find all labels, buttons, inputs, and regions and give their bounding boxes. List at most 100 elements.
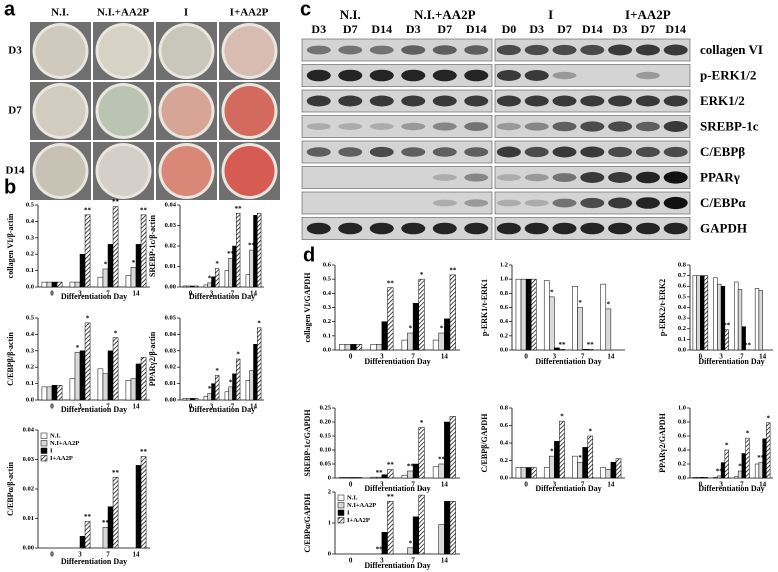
y-tick-label: 2 <box>328 488 331 495</box>
x-tick-label: 14 <box>133 403 141 411</box>
protein-label: collagen VI <box>700 42 763 57</box>
bar <box>525 467 532 479</box>
y-tick-label: 0.6 <box>678 432 687 439</box>
blot-band <box>432 147 457 157</box>
bar <box>754 288 760 351</box>
blot-band <box>464 95 489 107</box>
protein-label: C/EBPα <box>700 195 746 210</box>
x-tick-label: 3 <box>78 403 82 411</box>
x-tick-label: 3 <box>78 551 82 559</box>
bar <box>401 474 408 479</box>
bar <box>559 420 565 479</box>
legend-label: N.I. <box>347 494 358 501</box>
row-label: D3 <box>8 45 22 57</box>
significance: * <box>208 275 212 283</box>
panel-label: d <box>303 244 315 266</box>
blot-band <box>580 172 605 183</box>
protein-label: C/EBPβ <box>700 144 745 159</box>
blot-band <box>608 121 633 132</box>
y-axis-label: C/EBPα/GAPDH <box>303 493 312 553</box>
bar <box>696 275 701 351</box>
blot-band <box>432 45 457 55</box>
y-tick-label: 0.02 <box>165 242 176 249</box>
x-axis-label: Differentiation Day <box>189 405 255 414</box>
x-tick-label: 3 <box>78 290 82 298</box>
blot-band <box>552 95 577 107</box>
bar <box>253 215 258 288</box>
significance: * <box>578 299 582 307</box>
significance: ** <box>112 469 120 477</box>
blot-band <box>432 222 457 235</box>
y-tick-label: 0.1 <box>323 332 331 339</box>
y-tick-label: 0.7 <box>678 272 687 279</box>
lane-label: D3 <box>529 22 544 36</box>
y-axis-label: C/EBPβ/GAPDH <box>480 413 489 473</box>
bar <box>758 462 763 479</box>
bar <box>703 275 709 351</box>
bar <box>257 327 262 401</box>
x-tick-label: 7 <box>411 557 415 565</box>
x-tick-label: 0 <box>524 481 528 489</box>
blot-band <box>635 197 660 209</box>
significance: * <box>229 378 233 386</box>
bar <box>84 214 91 288</box>
x-tick-label: 14 <box>250 403 258 411</box>
lane-label: D7 <box>343 22 358 36</box>
bar <box>515 467 522 479</box>
y-tick-label: 0.3 <box>26 234 35 241</box>
y-tick-label: 0.04 <box>165 331 177 338</box>
y-tick-label: 0.0 <box>500 346 508 353</box>
legend-swatch <box>40 447 48 454</box>
y-tick-label: 0.25 <box>320 404 332 411</box>
y-tick-label: 0.3 <box>26 347 35 354</box>
bar <box>228 386 233 401</box>
blot-band <box>369 45 394 55</box>
bar <box>737 470 743 479</box>
bar <box>543 280 550 351</box>
x-axis-label: Differentiation Day <box>61 557 127 566</box>
bar <box>140 214 147 288</box>
bar <box>215 375 220 401</box>
y-tick-label: 0.8 <box>500 290 509 297</box>
x-tick-label: 7 <box>581 353 585 361</box>
y-tick-label: 0 <box>328 550 331 557</box>
significance: * <box>560 413 564 421</box>
bar <box>56 384 63 401</box>
blot-band <box>524 222 549 235</box>
y-tick-label: 1.0 <box>678 404 686 411</box>
lane-label: D0 <box>502 22 517 36</box>
y-tick-label: 0.2 <box>500 457 508 464</box>
significance: * <box>215 260 219 268</box>
x-tick-label: 7 <box>740 481 744 489</box>
x-tick-label: 14 <box>759 353 767 361</box>
y-tick-label: 0.5 <box>26 201 35 208</box>
bar <box>56 281 63 288</box>
y-tick-label: 0.03 <box>165 222 177 229</box>
significance: ** <box>84 513 92 521</box>
bar <box>381 474 388 479</box>
y-tick-label: 0.5 <box>323 276 332 283</box>
x-tick-label: 0 <box>699 481 703 489</box>
y-tick-label: 0.00 <box>165 283 176 290</box>
bar <box>135 465 142 549</box>
significance: * <box>86 315 90 323</box>
bar <box>418 494 425 555</box>
y-tick-label: 0.0 <box>500 474 508 481</box>
y-axis-label: C/EBPβ/β-actin <box>6 332 15 386</box>
dish <box>161 146 212 196</box>
group-label: N.I.+AA2P <box>414 7 476 22</box>
bar <box>700 275 705 351</box>
column-label: I <box>184 7 188 19</box>
x-tick-label: 0 <box>50 290 54 298</box>
bar <box>69 281 76 288</box>
blot-band <box>496 95 521 107</box>
bar <box>190 398 195 401</box>
significance: ** <box>376 546 384 554</box>
bar <box>713 277 718 351</box>
blot-band <box>608 146 633 158</box>
bar <box>370 344 377 351</box>
y-axis-label: p-ERK1/t-ERK1 <box>480 279 489 336</box>
x-tick-label: 3 <box>719 481 723 489</box>
blot-band <box>369 146 394 158</box>
